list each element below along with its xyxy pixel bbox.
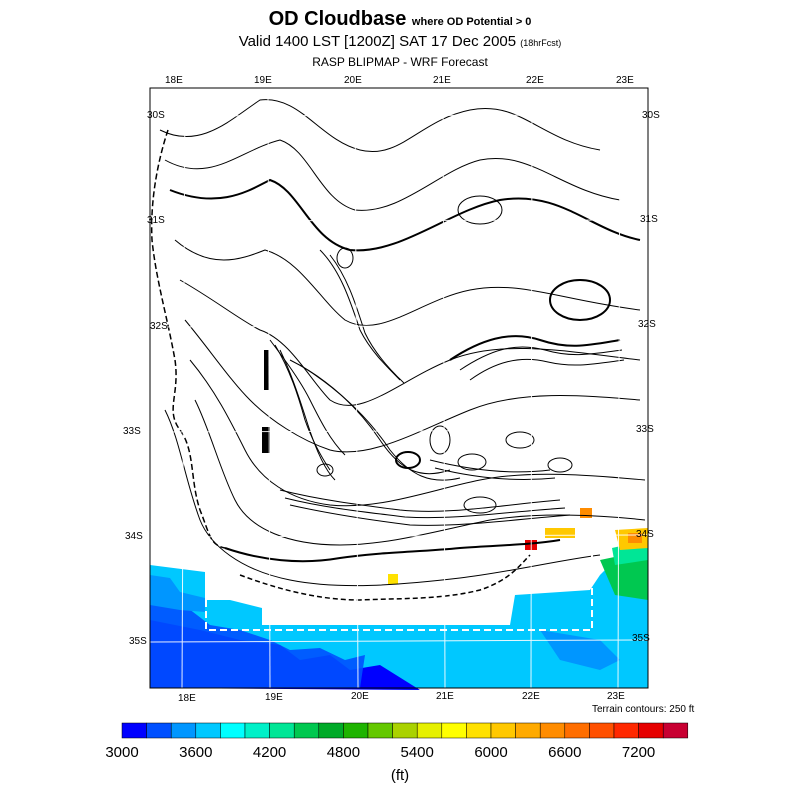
lon-label-bottom: 21E (436, 691, 454, 702)
colorbar-tick-label: 3600 (179, 744, 213, 761)
lat-label-right: 33S (636, 424, 654, 435)
lon-label-top: 21E (433, 75, 451, 86)
lon-label-top: 18E (165, 75, 183, 86)
lat-label-left: 32S (150, 321, 168, 332)
lon-label-top: 19E (254, 75, 272, 86)
title-note: where OD Potential > 0 (411, 16, 532, 28)
lat-label-right: 31S (640, 214, 658, 225)
lon-label-bottom: 23E (607, 691, 625, 702)
title-main: OD Cloudbase (268, 8, 407, 30)
map-title: OD Cloudbase where OD Potential > 0 (0, 8, 800, 31)
lon-label-bottom: 18E (178, 693, 196, 704)
lat-label-right: 34S (636, 529, 654, 540)
lon-label-top: 22E (526, 75, 544, 86)
lat-label-left: 30S (147, 110, 165, 121)
colorbar-tick-label: 4800 (326, 744, 361, 761)
colorbar-tick-label: 5400 (400, 744, 434, 761)
lat-label-left: 35S (129, 636, 147, 647)
valid-time-line: Valid 1400 LST [1200Z] SAT 17 Dec 2005 (… (0, 33, 800, 50)
lat-label-left: 34S (125, 531, 143, 542)
source-line: RASP BLIPMAP - WRF Forecast (312, 55, 488, 69)
lon-label-bottom: 19E (265, 692, 283, 703)
inner-domain-boundary (205, 545, 593, 631)
colorbar-tick-label: 6000 (474, 744, 508, 761)
valid-time: Valid 1400 LST [1200Z] SAT 17 Dec 2005 (238, 33, 517, 50)
colorbar-units: (ft) (390, 767, 410, 784)
lon-label-top: 23E (616, 75, 634, 86)
colorbar-tick-label: 7200 (621, 744, 656, 761)
lat-label-left: 33S (123, 426, 141, 437)
lon-label-top: 20E (344, 75, 362, 86)
lon-label-bottom: 20E (351, 691, 369, 702)
lat-label-right: 35S (632, 633, 650, 644)
colorbar-tick-label: 3000 (105, 744, 139, 761)
lat-label-right: 30S (642, 110, 660, 121)
colorbar-tick-label: 6600 (548, 744, 582, 761)
colorbar-tick-label: 4200 (252, 744, 287, 761)
forecast-note: (18hrFcst) (520, 38, 562, 48)
lon-label-bottom: 22E (522, 691, 540, 702)
lat-label-right: 32S (638, 319, 656, 330)
lat-label-left: 31S (147, 215, 165, 226)
map-frame (149, 87, 649, 689)
terrain-contours (150, 99, 646, 601)
lat-lon-grid (149, 87, 649, 689)
terrain-contour-note: Terrain contours: 250 ft (592, 704, 695, 715)
